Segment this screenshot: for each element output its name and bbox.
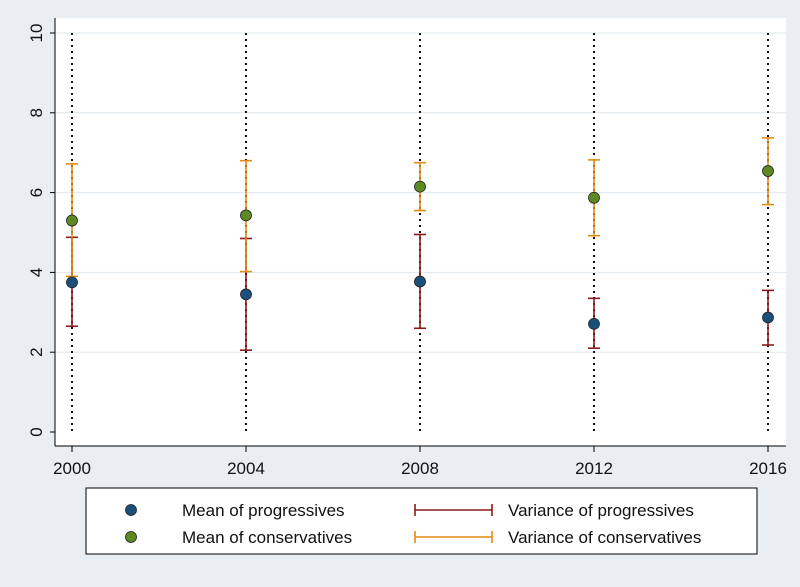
legend: Mean of progressives Mean of conservative… (85, 487, 758, 555)
y-tick-label: 4 (27, 268, 46, 277)
legend-marker (125, 504, 137, 516)
x-tick-label: 2008 (401, 459, 439, 478)
x-axis: 2000 2004 2008 2012 2016 (53, 446, 787, 478)
mean-point (588, 191, 600, 204)
legend-label: Variance of conservatives (508, 528, 701, 547)
y-tick-label: 2 (27, 347, 46, 356)
legend-marker (125, 531, 137, 543)
mean-point (240, 209, 252, 222)
legend-label: Mean of conservatives (182, 528, 352, 547)
mean-point (66, 214, 78, 227)
legend-box (85, 487, 758, 555)
x-tick-label: 2000 (53, 459, 91, 478)
mean-point (762, 165, 774, 177)
y-axis: 0 2 4 6 8 10 (27, 24, 55, 437)
mean-point (762, 311, 774, 324)
y-tick-label: 6 (27, 188, 46, 197)
legend-label: Variance of progressives (508, 501, 694, 520)
mean-point (588, 317, 600, 330)
mean-point (414, 275, 426, 288)
mean-points (66, 165, 774, 330)
mean-point (66, 276, 78, 289)
x-tick-label: 2016 (749, 459, 787, 478)
y-tick-label: 0 (27, 427, 46, 436)
legend-label: Mean of progressives (182, 501, 345, 520)
mean-point (240, 288, 252, 301)
legend-entries: Mean of progressives Mean of conservative… (125, 501, 701, 547)
y-tick-label: 10 (27, 24, 46, 43)
x-tick-label: 2004 (227, 459, 265, 478)
x-tick-label: 2012 (575, 459, 613, 478)
mean-point (414, 180, 426, 193)
y-tick-label: 8 (27, 108, 46, 117)
